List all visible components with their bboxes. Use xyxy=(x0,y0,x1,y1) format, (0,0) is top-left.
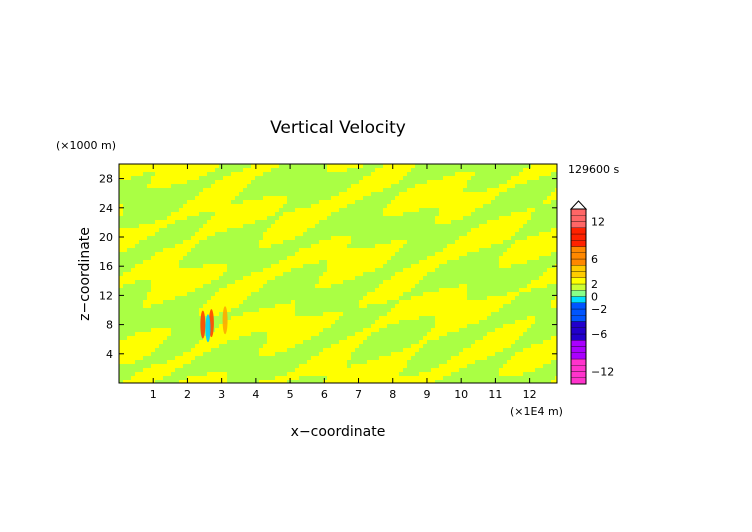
y-tick-label: 4 xyxy=(106,348,113,361)
colorbar-bin xyxy=(570,290,587,297)
colorbar-bin xyxy=(570,215,587,222)
x-tick-label: 10 xyxy=(454,388,468,401)
colorbar-tick-label: −6 xyxy=(591,328,607,341)
colorbar-bin xyxy=(570,365,587,372)
colorbar-bin xyxy=(570,352,587,360)
plot-frame xyxy=(118,163,558,384)
x-tick-label: 12 xyxy=(523,388,537,401)
velocity-field xyxy=(119,164,557,383)
colorbar-bin xyxy=(570,227,587,235)
y-tick-label: 8 xyxy=(106,319,113,332)
colorbar-tick-label: −12 xyxy=(591,366,614,379)
x-tick-label: 5 xyxy=(287,388,294,401)
colorbar-bin xyxy=(570,377,587,385)
y-axis-label: z−coordinate xyxy=(77,227,93,321)
x-tick-label: 6 xyxy=(321,388,328,401)
x-axis-label: x−coordinate xyxy=(291,424,386,440)
colorbar-bin xyxy=(570,233,587,241)
colorbar-tick-label: 6 xyxy=(591,253,598,266)
colorbar-bin xyxy=(570,221,587,228)
colorbar-bin xyxy=(570,283,587,291)
x-tick-label: 8 xyxy=(389,388,396,401)
colorbar-bin xyxy=(570,333,587,341)
colorbar-tick-label: 2 xyxy=(591,278,598,291)
colorbar-bin xyxy=(570,308,587,316)
colorbar-bin xyxy=(570,302,587,310)
colorbar-tick-label: 12 xyxy=(591,216,605,229)
x-tick-label: 2 xyxy=(184,388,191,401)
colorbar-bin xyxy=(570,321,587,328)
chart-title: Vertical Velocity xyxy=(270,118,406,138)
y-tick-label: 16 xyxy=(99,260,113,273)
colorbar-bin xyxy=(570,271,587,278)
velocity-hotspots xyxy=(200,306,228,343)
colorbar-bin xyxy=(570,246,587,253)
y-unit-label: (×1000 m) xyxy=(56,139,116,152)
colorbar-bin xyxy=(570,315,587,322)
colorbar-bin xyxy=(570,265,587,272)
colorbar-extend-arrow xyxy=(569,200,588,210)
hotspot-mark xyxy=(222,306,228,335)
time-label: 129600 s xyxy=(568,163,619,176)
x-tick-label: 11 xyxy=(488,388,502,401)
colorbar-bin xyxy=(570,296,587,303)
y-axis-ticks: 4 8 12 16 20 24 28 xyxy=(99,173,557,361)
colorbar-bin xyxy=(570,277,587,285)
y-tick-label: 24 xyxy=(99,202,113,215)
colorbar: 12 6 20−2 −6 −12 xyxy=(569,200,614,385)
y-tick-label: 28 xyxy=(99,173,113,186)
x-unit-label: (×1E4 m) xyxy=(510,405,563,418)
colorbar-bin xyxy=(570,346,587,353)
colorbar-bin xyxy=(570,240,587,247)
x-tick-label: 1 xyxy=(150,388,157,401)
hotspot-mark xyxy=(200,310,206,339)
x-axis-ticks: 1 2 3 4 5 6 7 8 9 10 11 12 xyxy=(150,164,537,401)
colorbar-bin xyxy=(570,208,587,216)
colorbar-bin xyxy=(570,258,587,266)
colorbar-bin xyxy=(570,358,587,366)
hotspot-mark xyxy=(205,314,211,343)
colorbar-bin xyxy=(570,340,587,347)
x-tick-label: 9 xyxy=(423,388,430,401)
x-tick-label: 7 xyxy=(355,388,362,401)
y-tick-label: 20 xyxy=(99,231,113,244)
colorbar-bin xyxy=(570,371,587,378)
colorbar-bin xyxy=(570,327,587,335)
colorbar-bin xyxy=(570,252,587,260)
y-tick-label: 12 xyxy=(99,289,113,302)
x-tick-label: 4 xyxy=(252,388,259,401)
colorbar-tick-label: 0 xyxy=(591,291,598,304)
x-tick-label: 3 xyxy=(218,388,225,401)
colorbar-tick-label: −2 xyxy=(591,303,607,316)
